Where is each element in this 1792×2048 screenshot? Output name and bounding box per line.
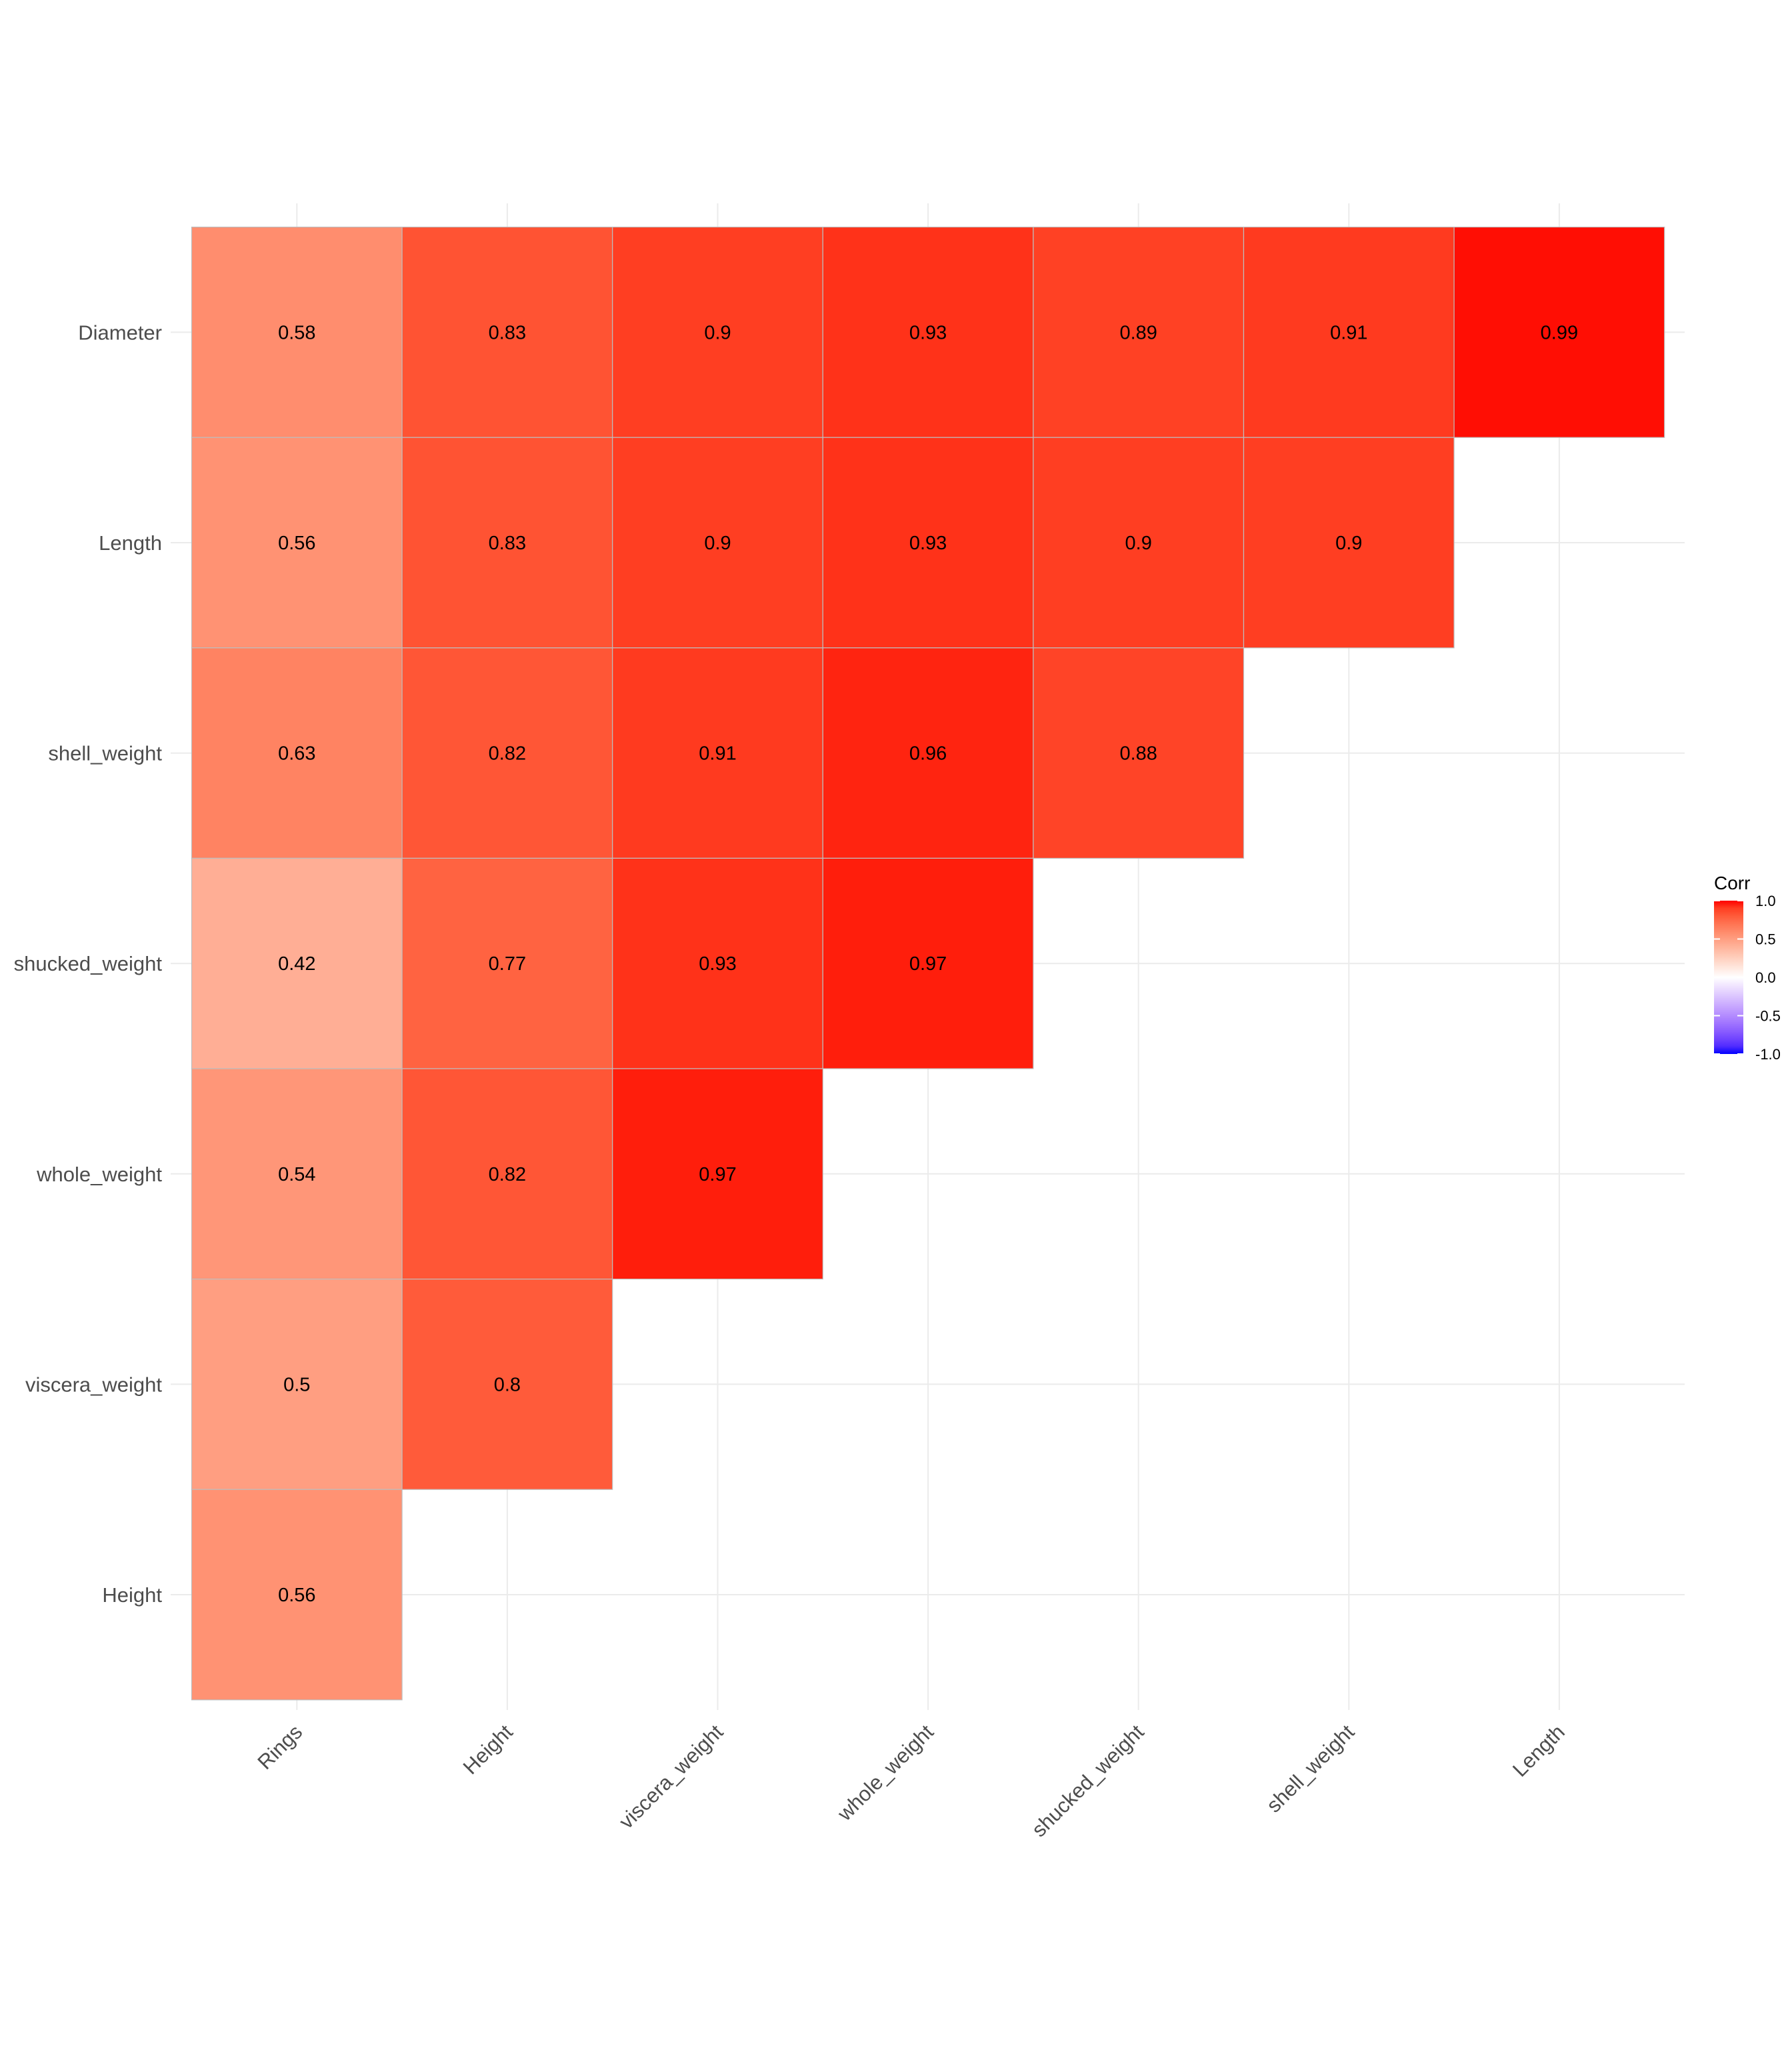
- cell-value-label: 0.42: [278, 953, 315, 975]
- cell-value-label: 0.8: [494, 1374, 521, 1395]
- y-axis-label: Diameter: [78, 321, 162, 344]
- heatmap-cell: [1453, 227, 1665, 438]
- cell-value-label: 0.58: [278, 322, 315, 343]
- cell-value-label: 0.82: [489, 743, 526, 765]
- x-axis-label: shucked_weight: [1027, 1720, 1149, 1841]
- heatmap-cell: [191, 227, 403, 438]
- heatmap-cell: [191, 1068, 403, 1280]
- heatmap-cell: [1243, 437, 1455, 649]
- cell-value-label: 0.83: [489, 533, 526, 554]
- cell-value-label: 0.97: [909, 953, 947, 975]
- heatmap-cell: [822, 647, 1034, 859]
- x-axis-label: viscera_weight: [615, 1720, 728, 1833]
- heatmap-cell: [1243, 227, 1455, 438]
- heatmap-cell: [401, 647, 613, 859]
- heatmap-cell: [1033, 647, 1245, 859]
- x-axis-label: Rings: [253, 1720, 307, 1774]
- heatmap-cell: [612, 227, 823, 438]
- cell-value-label: 0.91: [1330, 322, 1367, 343]
- cell-value-label: 0.56: [278, 533, 315, 554]
- x-axis-label: shell_weight: [1262, 1720, 1359, 1817]
- cell-value-label: 0.9: [704, 533, 731, 554]
- legend-tick-label: 0.0: [1755, 969, 1776, 986]
- y-axis-label: shucked_weight: [14, 952, 163, 975]
- heatmap-cell: [401, 437, 613, 649]
- cell-value-label: 0.56: [278, 1585, 315, 1606]
- cell-value-label: 0.83: [489, 322, 526, 343]
- cell-value-label: 0.5: [283, 1374, 310, 1395]
- cell-value-label: 0.99: [1541, 322, 1578, 343]
- heatmap-cell: [191, 857, 403, 1069]
- heatmap-cell: [191, 1489, 403, 1701]
- x-axis-labels: Rings Height viscera_weight whole_weight shu…: [253, 1720, 1569, 1841]
- heatmap-cell: [401, 227, 613, 438]
- y-axis-label: Height: [102, 1583, 162, 1607]
- cell-value-label: 0.9: [1125, 533, 1152, 554]
- cell-value-label: 0.63: [278, 743, 315, 765]
- legend-tick-label: -1.0: [1755, 1046, 1781, 1063]
- heatmap-cell: [191, 647, 403, 859]
- cell-value-label: 0.93: [699, 953, 736, 975]
- heatmap-cell: [191, 437, 403, 649]
- heatmap-cells: 0.58 0.83 0.9 0.93 0.89 0.91 0.99 0.56 0.83 0.9 0.…: [191, 227, 1665, 1701]
- y-axis-label: viscera_weight: [25, 1373, 162, 1396]
- heatmap-cell: [822, 857, 1034, 1069]
- cell-value-label: 0.9: [1335, 533, 1362, 554]
- cell-value-label: 0.97: [699, 1164, 736, 1185]
- legend-tick-label: 0.5: [1755, 931, 1776, 948]
- y-axis-label: Length: [99, 531, 162, 555]
- cell-value-label: 0.91: [699, 743, 736, 765]
- heatmap-cell: [401, 1278, 613, 1490]
- cell-value-label: 0.89: [1119, 322, 1157, 343]
- cell-value-label: 0.82: [489, 1164, 526, 1185]
- heatmap-cell: [191, 1278, 403, 1490]
- cell-value-label: 0.96: [909, 743, 947, 765]
- heatmap-cell: [822, 227, 1034, 438]
- legend: Corr 1.0 0.5 0.0 -0.5 -1.0: [1714, 873, 1781, 1063]
- heatmap-cell: [822, 437, 1034, 649]
- heatmap-cell: [612, 857, 823, 1069]
- y-axis-label: whole_weight: [36, 1163, 162, 1186]
- cell-value-label: 0.93: [909, 322, 947, 343]
- cell-value-label: 0.93: [909, 533, 947, 554]
- legend-tick-label: 1.0: [1755, 893, 1776, 909]
- cell-value-label: 0.88: [1119, 743, 1157, 765]
- cell-value-label: 0.54: [278, 1164, 315, 1185]
- legend-title: Corr: [1714, 873, 1750, 893]
- cell-value-label: 0.9: [704, 322, 731, 343]
- x-axis-label: Length: [1508, 1720, 1569, 1781]
- heatmap-cell: [612, 647, 823, 859]
- heatmap-cell: [1033, 437, 1245, 649]
- heatmap-cell: [612, 1068, 823, 1280]
- heatmap-cell: [401, 1068, 613, 1280]
- legend-tick-label: -0.5: [1755, 1008, 1781, 1025]
- x-axis-label: whole_weight: [833, 1720, 939, 1826]
- cell-value-label: 0.77: [489, 953, 526, 975]
- y-axis-labels: Diameter Length shell_weight shucked_weight…: [14, 321, 163, 1607]
- x-axis-label: Height: [459, 1720, 517, 1779]
- heatmap-cell: [401, 857, 613, 1069]
- y-axis-label: shell_weight: [48, 742, 162, 765]
